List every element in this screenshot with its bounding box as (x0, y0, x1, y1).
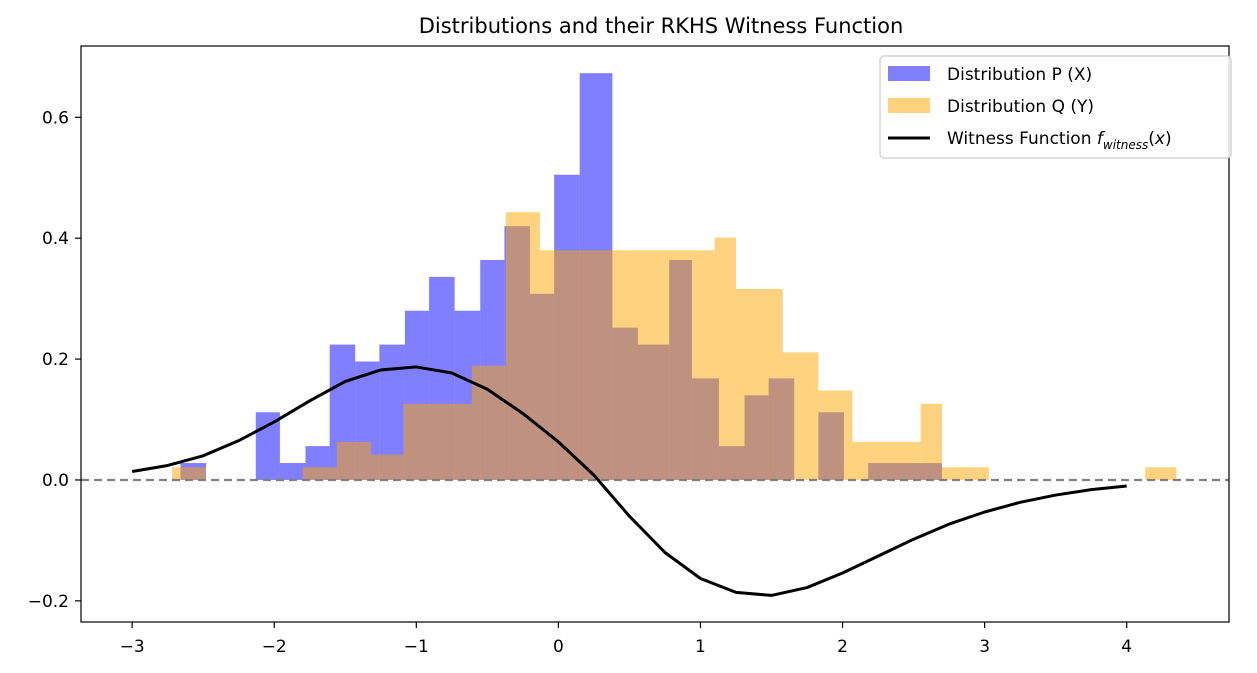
legend-label-text: Distribution Q (Y) (947, 97, 1094, 117)
x-tick-label: 2 (837, 637, 848, 657)
histogram-bar (735, 288, 783, 480)
legend-label-text: Witness Function (947, 129, 1097, 149)
histogram-bar (539, 250, 613, 480)
plot-content (81, 73, 1229, 597)
y-tick-label: 0.0 (42, 471, 69, 491)
y-tick-label: 0.6 (42, 108, 69, 128)
y-tick-label: −0.2 (28, 592, 69, 612)
histogram-bar (612, 250, 715, 480)
histogram-bar (1145, 467, 1177, 480)
x-tick-label: 4 (1121, 637, 1132, 657)
histogram-bar (336, 441, 371, 480)
y-tick-label: 0.4 (42, 229, 69, 249)
x-tick-label: 1 (695, 637, 706, 657)
histogram-bar (714, 237, 736, 480)
legend-swatch (888, 66, 930, 81)
legend-label-math: f (1097, 129, 1106, 149)
histogram-bar (255, 412, 280, 480)
x-axis: −3 −2 −1 0 1 2 3 4 (120, 622, 1132, 657)
legend-box (879, 55, 1232, 159)
legend-label-subscript: witness (1103, 138, 1148, 152)
histogram-bar (782, 352, 819, 480)
witness-function-line (131, 365, 1127, 597)
histogram-bar (818, 390, 853, 480)
legend-label-tail: (x) (1148, 129, 1171, 149)
x-tick-label: 0 (553, 637, 564, 657)
series-q-bars (171, 212, 1177, 480)
x-tick-label: 3 (979, 637, 990, 657)
histogram-bar (370, 454, 404, 480)
legend-swatch (888, 98, 930, 113)
histogram-bar (920, 403, 942, 480)
x-tick-label: −2 (262, 637, 287, 657)
chart-title: Distributions and their RKHS Witness Fun… (419, 14, 904, 38)
histogram-bar (302, 467, 337, 480)
legend-label: Distribution Q (Y) (947, 97, 1094, 117)
legend-label: Witness Function fwitness(x) (947, 129, 1172, 152)
histogram-bar (505, 212, 540, 480)
x-tick-label: −3 (120, 637, 145, 657)
histogram-bar (279, 463, 306, 480)
plot-area (80, 45, 1230, 623)
histogram-bar (403, 403, 472, 480)
legend-label-text: Distribution P (X) (947, 65, 1092, 85)
legend-label: Distribution P (X) (947, 65, 1092, 85)
histogram-bar (942, 467, 989, 480)
y-tick-label: 0.2 (42, 350, 69, 370)
histogram-bar (852, 441, 921, 480)
legend: Distribution P (X) Distribution Q (Y) Witn… (879, 55, 1232, 159)
x-tick-label: −1 (404, 637, 429, 657)
y-axis: −0.2 0.0 0.2 0.4 0.6 (28, 108, 81, 612)
plot-frame (80, 45, 1230, 623)
histogram-bar (171, 467, 207, 480)
